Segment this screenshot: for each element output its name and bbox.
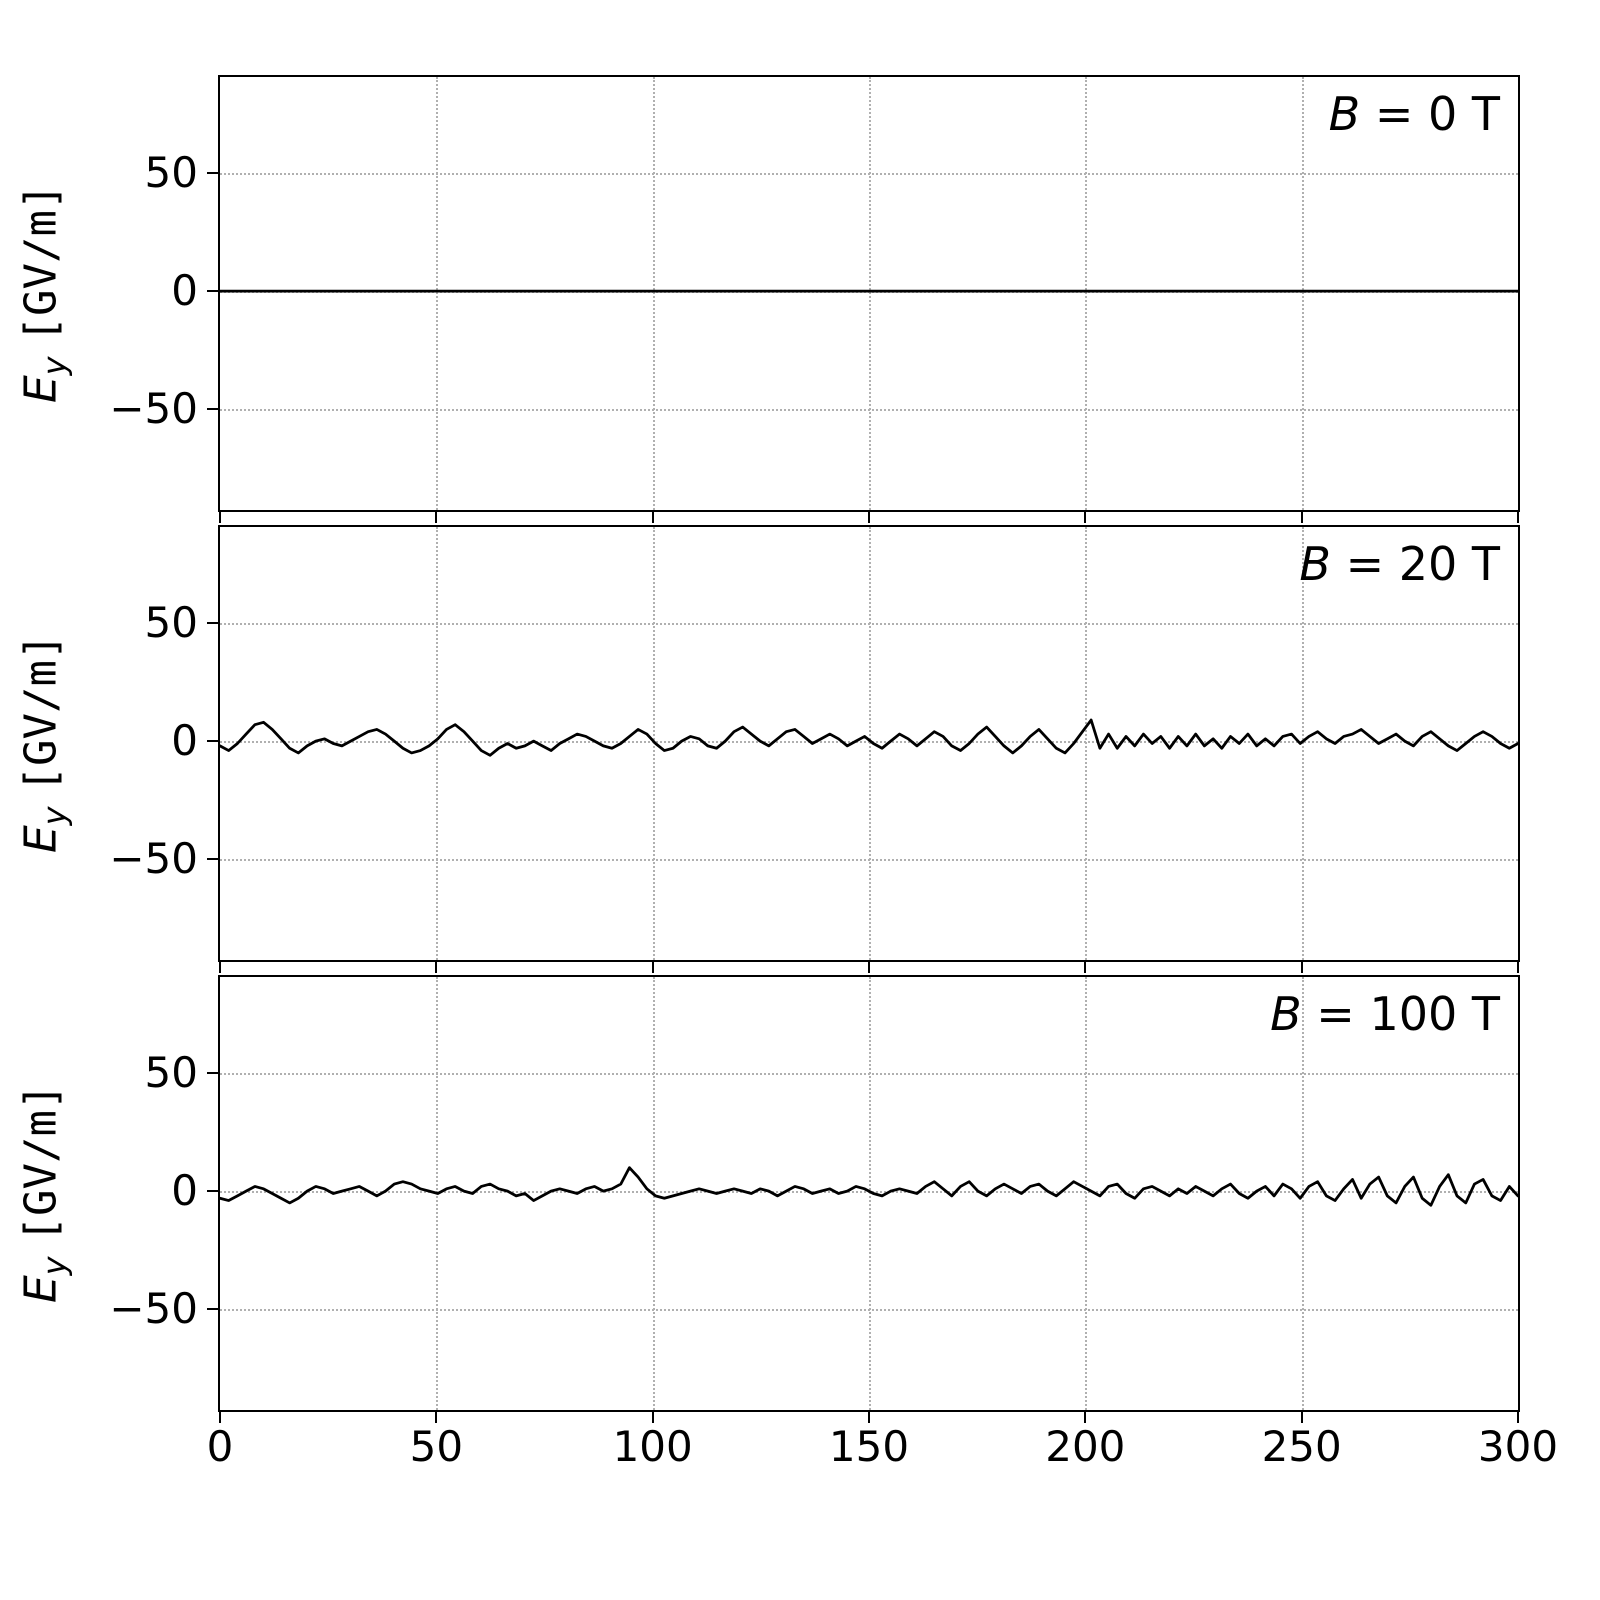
- x-tick-label: 0: [206, 1422, 234, 1471]
- grid-line-y: [220, 173, 1518, 176]
- ylabel-subscript: y: [37, 806, 74, 826]
- x-tick-label: 250: [1261, 1422, 1342, 1471]
- x-tick-mark: [219, 962, 221, 973]
- grid-line-x: [1301, 77, 1304, 510]
- ylabel-variable: E: [15, 375, 67, 404]
- y-tick-label: 50: [144, 598, 198, 648]
- x-tick-label: 50: [409, 1422, 464, 1471]
- ylabel-units: [GV/m]: [15, 183, 67, 343]
- annotation-value: = 20 T: [1330, 537, 1500, 591]
- grid-line-x: [1301, 527, 1304, 960]
- y-tick-label: 0: [171, 1166, 198, 1216]
- ylabel-variable: E: [15, 1275, 67, 1304]
- signal-line: [220, 718, 1518, 757]
- y-tick-label: 50: [144, 148, 198, 198]
- ylabel-units: [GV/m]: [15, 633, 67, 793]
- grid-line-y: [220, 858, 1518, 861]
- ylabel-units: [GV/m]: [15, 1083, 67, 1243]
- y-tick-label: 50: [144, 1048, 198, 1098]
- grid-line-y: [220, 408, 1518, 411]
- annotation-value: = 0 T: [1360, 87, 1500, 141]
- annotation-variable: B: [1328, 87, 1361, 141]
- x-tick-mark: [435, 962, 438, 973]
- x-tick-mark: [1517, 512, 1519, 523]
- grid-line-x: [436, 527, 439, 960]
- x-tick-mark: [219, 512, 221, 523]
- y-tick-mark: [207, 857, 218, 860]
- x-tick-mark: [1084, 1412, 1087, 1423]
- y-axis-label: Ey [GV/m]: [6, 75, 86, 512]
- x-tick-label: 300: [1477, 1422, 1559, 1471]
- signal-plot: [220, 289, 1518, 293]
- signal-line: [220, 1166, 1518, 1207]
- panel-annotation: B = 100 T: [1270, 989, 1500, 1040]
- x-tick-mark: [651, 1412, 654, 1423]
- x-tick-mark: [1300, 1412, 1303, 1423]
- y-tick-mark: [207, 1190, 218, 1193]
- x-tick-mark: [1084, 962, 1087, 973]
- grid-line-x: [652, 527, 655, 960]
- y-tick-label: 0: [171, 716, 198, 766]
- x-tick-mark: [1300, 962, 1303, 973]
- grid-line-x: [1085, 77, 1088, 510]
- panel-b20: 50 0 −50 B = 20 T: [109, 525, 1520, 973]
- x-tick-label: 150: [828, 1422, 910, 1471]
- grid-line-x: [436, 77, 439, 510]
- x-tick-mark: [1517, 962, 1519, 973]
- panel-b0: 50 0 −50 B = 0 T: [109, 75, 1520, 523]
- x-tick-mark: [219, 1412, 221, 1423]
- y-tick-label: 0: [171, 266, 198, 316]
- x-tick-label: 200: [1045, 1422, 1126, 1471]
- x-tick-mark: [868, 1412, 870, 1423]
- y-axis-label: Ey [GV/m]: [6, 975, 86, 1412]
- ylabel-subscript: y: [37, 1256, 74, 1276]
- y-tick-label: −50: [109, 1283, 198, 1333]
- x-tick-label: 100: [612, 1422, 693, 1471]
- panel-annotation: B = 0 T: [1329, 89, 1500, 140]
- y-tick-mark: [207, 1307, 218, 1310]
- x-tick-mark: [1517, 1412, 1519, 1423]
- grid-line-x: [869, 77, 871, 510]
- signal-plot: [220, 718, 1518, 757]
- grid-line-x: [1085, 527, 1088, 960]
- grid-line-y: [220, 623, 1518, 626]
- y-tick-mark: [207, 622, 218, 625]
- y-tick-mark: [207, 172, 218, 175]
- x-tick-mark: [1084, 512, 1087, 523]
- x-tick-mark: [435, 512, 438, 523]
- panel-b100: 50 0 −50 0 50 100 150 200 250 300 B = 10…: [109, 975, 1558, 1468]
- y-axis-label: Ey [GV/m]: [6, 525, 86, 962]
- grid-line-x: [869, 527, 871, 960]
- x-tick-mark: [868, 512, 870, 523]
- grid-line-y: [220, 1308, 1518, 1311]
- ylabel-variable: E: [15, 825, 67, 854]
- grid-line-y: [220, 1073, 1518, 1076]
- y-tick-label: −50: [109, 833, 198, 883]
- grid-line-x: [1085, 977, 1088, 1410]
- x-tick-mark: [435, 1412, 438, 1423]
- x-tick-mark: [651, 512, 654, 523]
- panel-annotation: B = 20 T: [1299, 539, 1500, 590]
- grid-line-x: [652, 77, 655, 510]
- annotation-variable: B: [1270, 987, 1302, 1041]
- y-tick-mark: [207, 740, 218, 743]
- y-tick-mark: [207, 407, 218, 410]
- signal-plot: [220, 1166, 1518, 1207]
- annotation-value: = 100 T: [1301, 987, 1500, 1041]
- x-tick-mark: [651, 962, 654, 973]
- grid-line-x: [869, 977, 871, 1410]
- x-tick-mark: [868, 962, 870, 973]
- y-tick-mark: [207, 1072, 218, 1075]
- y-tick-label: −50: [109, 383, 198, 433]
- grid-line-y: [220, 741, 1518, 744]
- annotation-variable: B: [1299, 537, 1331, 591]
- x-tick-mark: [1300, 512, 1303, 523]
- y-tick-mark: [207, 290, 218, 293]
- ylabel-subscript: y: [37, 356, 74, 376]
